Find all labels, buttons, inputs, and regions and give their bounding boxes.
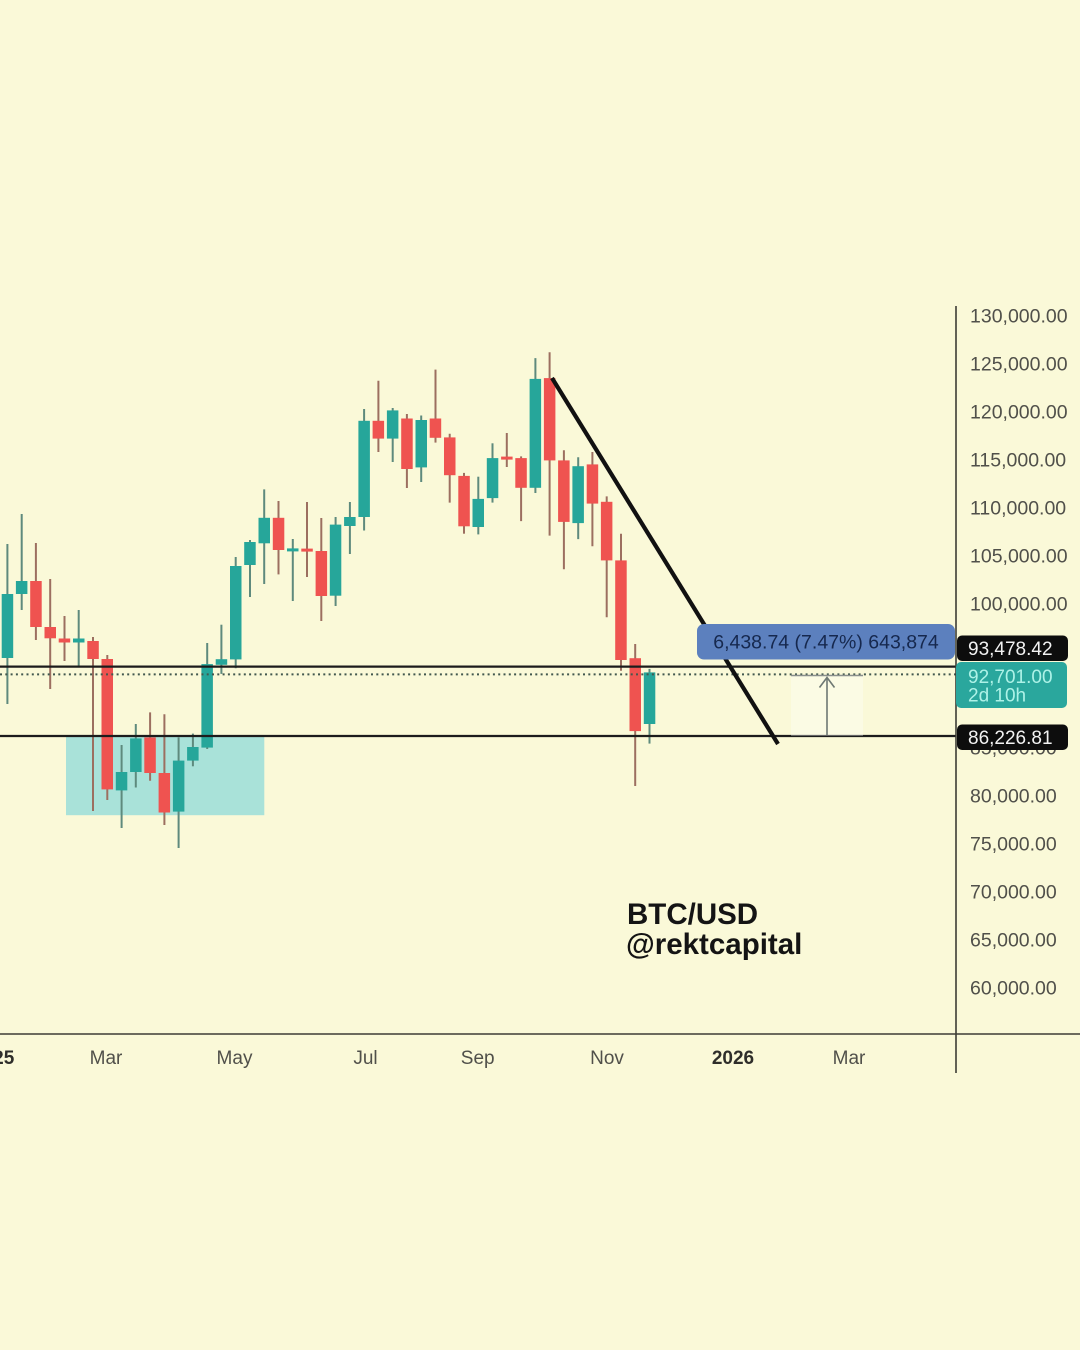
svg-text:120,000.00: 120,000.00 [970,402,1068,424]
svg-text:@rektcapital: @rektcapital [626,928,802,961]
svg-text:6,438.74 (7.47%) 643,874: 6,438.74 (7.47%) 643,874 [713,632,939,654]
svg-text:80,000.00: 80,000.00 [970,786,1057,808]
svg-text:110,000.00: 110,000.00 [970,498,1066,520]
svg-text:2d 10h: 2d 10h [968,686,1026,707]
svg-text:130,000.00: 130,000.00 [970,306,1068,328]
svg-text:100,000.00: 100,000.00 [970,594,1068,616]
svg-text:BTC/USD: BTC/USD [627,898,758,931]
svg-text:Sep: Sep [461,1048,495,1069]
svg-text:125,000.00: 125,000.00 [970,354,1068,376]
svg-text:2025: 2025 [0,1048,15,1069]
svg-text:60,000.00: 60,000.00 [970,978,1057,1000]
svg-text:115,000.00: 115,000.00 [970,450,1066,472]
svg-text:Nov: Nov [590,1048,624,1069]
svg-text:105,000.00: 105,000.00 [970,546,1068,568]
svg-text:75,000.00: 75,000.00 [970,834,1057,856]
svg-text:May: May [217,1048,253,1069]
svg-text:70,000.00: 70,000.00 [970,882,1057,904]
svg-text:Jul: Jul [353,1048,377,1069]
svg-text:Mar: Mar [833,1048,866,1069]
svg-text:2026: 2026 [712,1048,754,1069]
svg-text:86,226.81: 86,226.81 [968,728,1053,749]
svg-text:92,701.00: 92,701.00 [968,667,1053,688]
svg-text:93,478.42: 93,478.42 [968,639,1053,660]
svg-text:Mar: Mar [90,1048,123,1069]
svg-text:65,000.00: 65,000.00 [970,930,1057,952]
